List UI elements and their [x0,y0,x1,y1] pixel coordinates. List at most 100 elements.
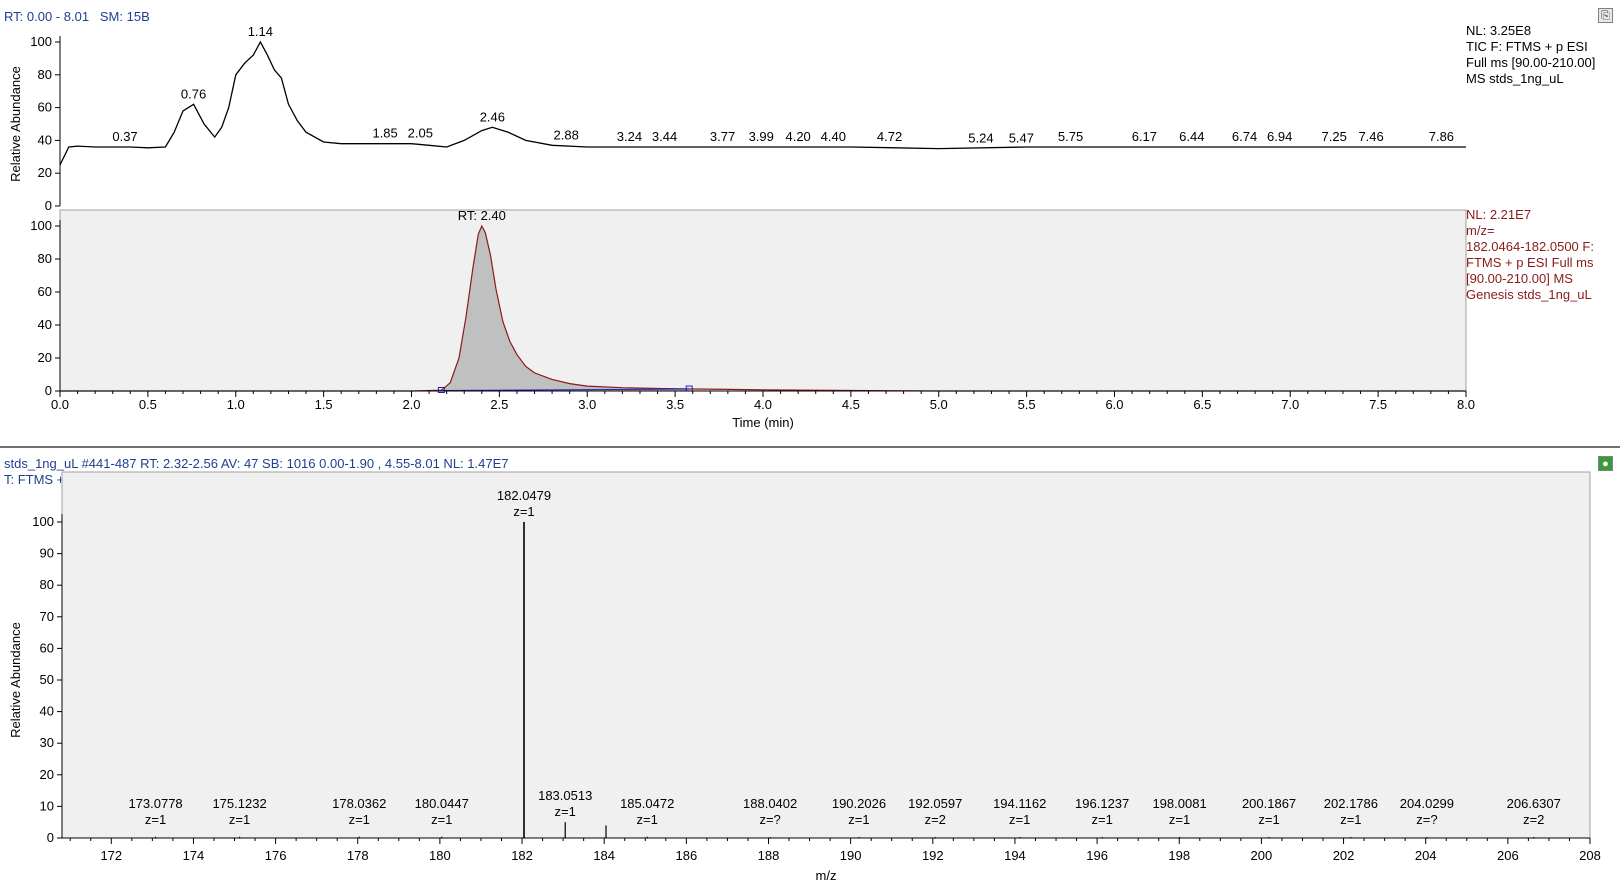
tic-y-tick-label: 20 [38,165,52,180]
tic-peak-label: 2.05 [408,126,433,141]
spectrum-peak-charge: z=1 [431,812,452,827]
tic-peak-label: 7.25 [1322,129,1347,144]
xic-info-line: 182.0464-182.0500 F: [1466,239,1594,254]
spectrum-y-tick-label: 10 [40,798,54,813]
tic-peak-label: 0.37 [112,129,137,144]
spectrum-peak-charge: z=1 [1258,812,1279,827]
spectrum-peak-charge: z=1 [637,812,658,827]
mz-x-tick-label: 196 [1086,848,1108,863]
spectrum-peak-charge: z=1 [229,812,250,827]
tic-y-tick-label: 40 [38,132,52,147]
spectrum-y-tick-label: 30 [40,735,54,750]
xic-plot-area [59,209,1467,392]
time-x-tick-label: 1.0 [227,397,245,412]
lock-icon[interactable]: ● [1598,456,1613,471]
spectrum-peak-label: 173.0778 [128,796,182,811]
spectrum-peak-charge: z=1 [349,812,370,827]
spectrum-peak-label: 188.0402 [743,796,797,811]
tic-peak-label: 4.72 [877,129,902,144]
chromatogram-chart: 0 20 40 60 80 100 Relative Abundance 0.37 0.76 1.… [8,24,1475,430]
spectrum-peak-charge: z=1 [1009,812,1030,827]
tic-peak-label: 5.24 [968,131,993,146]
time-x-tick-label: 5.5 [1018,397,1036,412]
xic-y-tick-label: 0 [45,383,52,398]
tic-trace [59,40,1466,166]
tic-y-tick-label: 80 [38,67,52,82]
tic-peak-label: 4.40 [821,129,846,144]
time-x-tick-label: 7.0 [1281,397,1299,412]
spectrum-y-tick-label: 50 [40,672,54,687]
tic-peak-label: 4.20 [785,129,810,144]
spectrum-peak-charge: z=1 [848,812,869,827]
time-x-tick-label: 0.5 [139,397,157,412]
spectrum-y-tick-label: 100 [32,514,54,529]
spectrum-y-tick-label: 40 [40,704,54,719]
mz-x-tick-label: 172 [100,848,122,863]
tic-peak-label: 1.14 [248,24,273,39]
tic-peak-label: 6.74 [1232,129,1257,144]
tic-info-line: NL: 3.25E8 [1466,23,1532,38]
tic-peak-label: 2.88 [554,127,579,142]
spectrum-y-tick-label: 0 [47,830,54,845]
xic-info-line: Genesis stds_1ng_uL [1466,287,1592,302]
spectrum-peak-label: 200.1867 [1242,796,1296,811]
tic-peak-label: 0.76 [181,86,206,101]
time-x-tick-label: 1.5 [315,397,333,412]
tic-peak-label: 3.44 [652,129,677,144]
spectrum-peak-charge: z=1 [1092,812,1113,827]
tic-peak-label: 7.46 [1358,129,1383,144]
time-x-tick-label: 5.0 [930,397,948,412]
tic-peak-label: 6.44 [1179,129,1204,144]
spectrum-panel[interactable]: stds_1ng_uL #441-487 RT: 2.32-2.56 AV: 4… [0,450,1620,896]
spectrum-peak-charge: z=? [759,812,780,827]
tic-peak-label: 5.75 [1058,129,1083,144]
spectrum-peak-label: 180.0447 [415,796,469,811]
rt-range: 0.00 - 8.01 [26,9,90,24]
spectrum-peak-label: 196.1237 [1075,796,1129,811]
xic-info-line: FTMS + p ESI Full ms [1466,255,1594,270]
tic-info-line: TIC F: FTMS + p ESI [1466,39,1588,54]
tic-peak-label: 6.17 [1132,129,1157,144]
pin-icon[interactable]: ⎘ [1598,8,1613,23]
spectrum-peak-label: 185.0472 [620,796,674,811]
xic-trace [60,224,1466,392]
time-x-tick-label: 4.0 [754,397,772,412]
xic-peak-area [441,226,690,391]
mz-x-tick-label: 176 [265,848,287,863]
mz-x-axis-label: m/z [816,868,837,883]
sm-value: 15B [126,9,150,24]
mz-x-tick-label: 200 [1251,848,1273,863]
xic-baseline [441,388,690,392]
time-x-tick-label: 4.5 [842,397,860,412]
xic-y-tick-label: 20 [38,350,52,365]
tic-peak-label: 2.46 [480,109,505,124]
mz-x-tick-label: 190 [840,848,862,863]
tic-peak-label: 3.24 [617,129,642,144]
tic-peak-label: 5.47 [1009,131,1034,146]
tic-info: NL: 3.25E8 TIC F: FTMS + p ESI Full ms [90… [1466,23,1595,87]
mz-x-tick-label: 198 [1168,848,1190,863]
xic-baseline-start-marker [437,387,445,394]
spectrum-chart: 0 10 20 30 40 50 60 70 80 90 100 Relative Abundance… [8,471,1601,883]
time-x-tick-label: 6.5 [1193,397,1211,412]
xic-info: NL: 2.21E7 m/z= 182.0464-182.0500 F: FTMS +… [1466,207,1594,303]
xic-y-tick-label: 100 [30,218,52,233]
spectrum-peak-label: 198.0081 [1152,796,1206,811]
xic-y-tick-label: 40 [38,317,52,332]
time-x-tick-label: 7.5 [1369,397,1387,412]
mz-x-tick-label: 194 [1004,848,1026,863]
tic-y-tick-label: 0 [45,198,52,213]
time-x-tick-label: 2.0 [402,397,420,412]
spectrum-peak-label: 175.1232 [212,796,266,811]
sm-label: SM: [99,9,124,24]
spectrum-y-tick-label: 90 [40,546,54,561]
xic-y-tick-label: 60 [38,284,52,299]
tic-y-tick-label: 100 [30,34,52,49]
chromatogram-panel[interactable]: RT: 0.00 - 8.01 SM: 15B ⎘ NL: 3.25E8 TIC … [0,0,1620,448]
spectrum-peak-label: 183.0513 [538,788,592,803]
mz-x-tick-label: 180 [429,848,451,863]
xic-peak-label: RT: 2.40 [458,208,506,223]
xic-info-line: [90.00-210.00] MS [1466,271,1573,286]
spectrum-y-tick-label: 60 [40,640,54,655]
tic-peak-label: 7.86 [1429,129,1454,144]
